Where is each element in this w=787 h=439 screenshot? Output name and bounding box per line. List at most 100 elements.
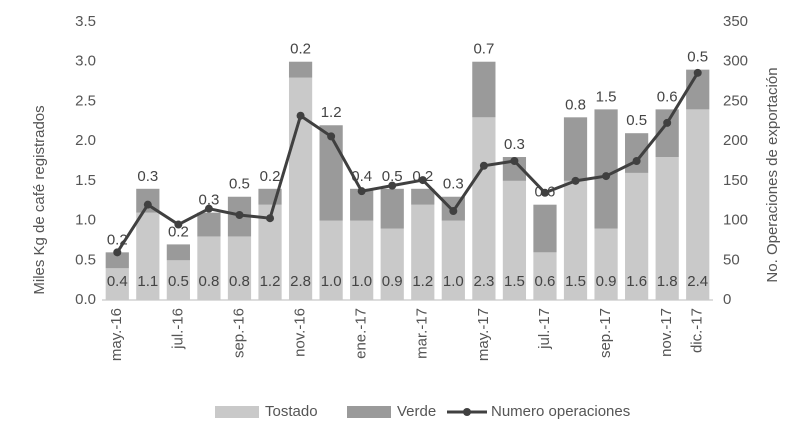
y2-tick-label: 300 — [723, 53, 748, 70]
bar-segment — [533, 252, 557, 300]
value-label: 0.7 — [473, 41, 494, 58]
x-tick-label: nov.-17 — [658, 308, 675, 357]
value-label: 1.2 — [260, 273, 281, 290]
value-label: 0.3 — [137, 168, 158, 185]
value-label: 0.5 — [168, 273, 189, 290]
line-point — [663, 118, 672, 127]
value-label: 0.8 — [198, 273, 219, 290]
y-axis-title: Miles Kg de café registrados — [31, 105, 48, 294]
y-tick-label: 2.5 — [75, 92, 96, 109]
bar-segment — [472, 117, 496, 300]
line-point — [143, 200, 152, 209]
line-point — [571, 176, 580, 185]
value-label: 2.3 — [473, 273, 494, 290]
y-tick-label: 0.5 — [75, 251, 96, 268]
bar-segment — [166, 260, 190, 300]
value-label: 1.2 — [412, 273, 433, 290]
y-tick-label: 1.0 — [75, 212, 96, 229]
line-point — [357, 187, 366, 196]
bar-segment — [258, 204, 282, 300]
value-label: 1.5 — [565, 273, 586, 290]
bar-segment — [686, 109, 710, 300]
value-label: 1.2 — [321, 104, 342, 121]
legend-swatch — [347, 406, 391, 418]
bar-segment — [380, 188, 404, 229]
y-tick-label: 3.5 — [75, 13, 96, 30]
bar-segment — [197, 212, 221, 237]
value-label: 1.0 — [321, 273, 342, 290]
value-label: 0.6 — [535, 273, 556, 290]
line-point — [449, 207, 458, 216]
bar-segment — [105, 268, 129, 300]
bar-segment — [625, 172, 649, 300]
value-label: 1.0 — [443, 273, 464, 290]
bar-segment — [105, 252, 129, 269]
line-point — [113, 248, 122, 257]
bar-segment — [411, 188, 435, 205]
bar-segment — [288, 77, 313, 300]
value-label: 0.8 — [229, 273, 250, 290]
value-label: 0.5 — [382, 168, 403, 185]
line-point — [632, 157, 641, 165]
bar-segment — [533, 204, 557, 253]
line-point — [510, 157, 519, 165]
y-tick-label: 1.5 — [75, 172, 96, 189]
line-point — [296, 111, 305, 120]
bar-segment — [594, 109, 618, 229]
y2-tick-label: 50 — [723, 251, 740, 268]
line-point — [235, 211, 244, 220]
legend-label: Tostado — [265, 403, 318, 420]
value-label: 1.6 — [626, 273, 647, 290]
y2-tick-label: 100 — [723, 212, 748, 229]
bar-segment — [197, 236, 221, 300]
bar-segment — [655, 109, 679, 158]
y2-tick-label: 150 — [723, 172, 748, 189]
bar-segment — [136, 212, 160, 300]
value-label: 0.9 — [382, 273, 403, 290]
bar-segment — [563, 180, 588, 300]
x-tick-label: jul.-16 — [169, 308, 186, 350]
line-point — [204, 204, 213, 213]
bar-segment — [594, 228, 618, 300]
value-label: 1.5 — [504, 273, 525, 290]
x-tick-label: may.-16 — [108, 308, 125, 361]
line-point — [479, 161, 488, 170]
bar-segment — [502, 180, 527, 300]
bar-segment — [227, 236, 252, 300]
y2-tick-label: 250 — [723, 92, 748, 109]
line-point — [174, 220, 183, 229]
x-tick-label: jul.-17 — [536, 308, 553, 350]
value-label: 1.0 — [351, 273, 372, 290]
bar-segment — [350, 220, 374, 300]
line-point — [693, 68, 702, 77]
bar-segment — [411, 204, 435, 300]
value-label: 0.2 — [168, 223, 189, 240]
y-tick-label: 3.0 — [75, 53, 96, 70]
bar-segment — [655, 157, 679, 300]
bar-segment — [563, 117, 588, 181]
line-point — [602, 172, 611, 181]
y-tick-label: 0.0 — [75, 291, 96, 308]
bar-segment — [288, 61, 313, 78]
x-tick-label: sep.-17 — [597, 308, 614, 358]
y2-tick-label: 0 — [723, 291, 731, 308]
value-label: 1.8 — [657, 273, 678, 290]
legend-label: Verde — [397, 403, 436, 420]
line-point — [327, 132, 336, 141]
value-label: 1.1 — [137, 273, 158, 290]
line — [116, 72, 700, 254]
legend-marker — [463, 408, 471, 416]
bar-segment — [319, 220, 343, 300]
value-label: 0.9 — [596, 273, 617, 290]
value-label: 0.5 — [229, 176, 250, 193]
value-label: 0.5 — [687, 49, 708, 66]
value-label: 0.3 — [198, 192, 219, 209]
x-tick-label: nov.-16 — [292, 308, 309, 357]
bar-segment — [472, 61, 496, 118]
value-label: 0.8 — [565, 96, 586, 113]
y2-axis-title: No. Operaciones de exportación — [764, 67, 781, 282]
line-point — [418, 176, 427, 185]
x-tick-label: sep.-16 — [230, 308, 247, 358]
value-label: 2.8 — [290, 273, 311, 290]
